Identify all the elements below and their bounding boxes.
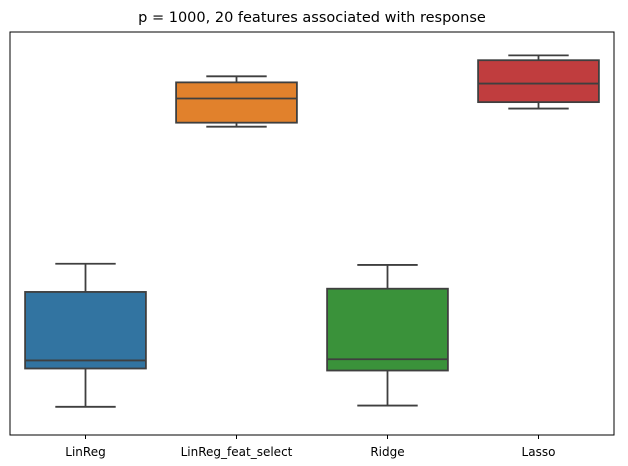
iqr-box [326,287,449,372]
boxes-layer [24,54,600,408]
iqr-box [175,81,298,124]
x-axis-ticks: LinReg LinReg_feat_select Ridge Lasso [65,435,555,459]
x-tick-label: Ridge [370,445,404,459]
x-tick-label: LinReg [65,445,105,459]
x-tick-label: LinReg_feat_select [181,445,293,459]
box-lasso [477,54,600,110]
iqr-box [477,59,600,104]
box-ridge [326,264,449,407]
plot-area-frame [9,31,615,436]
box-linreg [24,262,147,408]
x-tick-label: Lasso [522,445,556,459]
iqr-box [24,291,147,370]
chart-title: p = 1000, 20 features associated with re… [138,10,486,26]
box-linreg-feat-select [175,75,298,128]
